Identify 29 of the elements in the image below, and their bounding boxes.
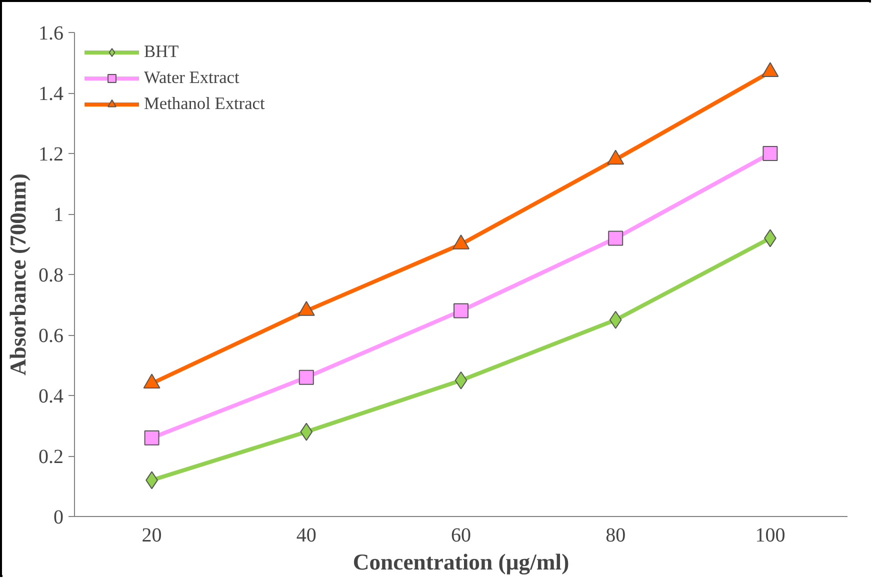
point bbox=[762, 146, 778, 161]
point bbox=[762, 62, 779, 77]
point bbox=[607, 150, 624, 165]
x-tick-label: 60 bbox=[451, 524, 471, 546]
x-tick-label: 40 bbox=[296, 524, 316, 546]
point bbox=[454, 303, 468, 318]
y-tick-label: 0.6 bbox=[38, 325, 64, 347]
y-axis-title: Absorbance (700nm) bbox=[6, 173, 30, 376]
legend-label: Water Extract bbox=[144, 68, 240, 88]
y-tick-label: 1 bbox=[54, 204, 64, 226]
y-tick-label: 1.4 bbox=[38, 83, 64, 105]
legend-label: Methanol Extract bbox=[144, 94, 265, 114]
y-tick-label: 0.2 bbox=[38, 446, 64, 468]
legend-label: BHT bbox=[144, 42, 179, 62]
point bbox=[298, 370, 314, 385]
y-tick-label: 0.4 bbox=[38, 386, 64, 408]
point bbox=[144, 430, 160, 446]
point bbox=[454, 371, 468, 390]
x-axis-title: Concentration (µg/ml) bbox=[352, 550, 570, 574]
point bbox=[609, 310, 622, 329]
x-tick-label: 80 bbox=[606, 524, 626, 546]
y-tick-label: 0 bbox=[54, 506, 64, 528]
point bbox=[608, 230, 624, 246]
point bbox=[300, 422, 313, 441]
y-tick-label: 1.2 bbox=[38, 144, 64, 166]
x-tick-label: 20 bbox=[142, 524, 162, 546]
y-tick-label: 0.8 bbox=[38, 264, 64, 286]
x-tick-label: 100 bbox=[755, 524, 786, 546]
y-tick-label: 1.6 bbox=[38, 22, 64, 44]
